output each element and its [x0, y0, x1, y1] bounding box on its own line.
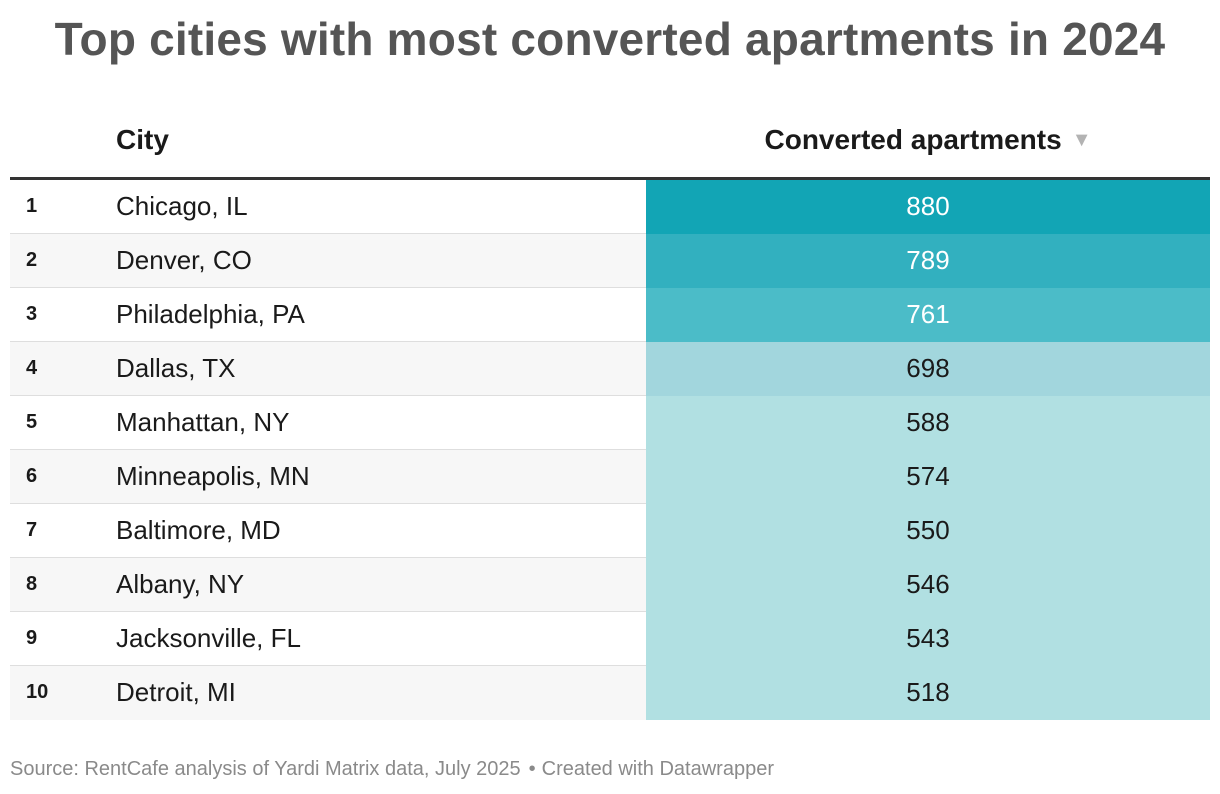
rank-cell: 6 [26, 465, 38, 487]
rank-cell: 7 [26, 519, 38, 541]
sort-descending-icon[interactable]: ▼ [1071, 129, 1092, 151]
column-header-converted-apartments-label: Converted apartments [764, 124, 1062, 155]
table-row: 8 Albany, NY 546 [10, 558, 1210, 612]
rank-cell: 4 [26, 357, 38, 379]
table-row: 6 Minneapolis, MN 574 [10, 450, 1210, 504]
table-row: 3 Philadelphia, PA 761 [10, 288, 1210, 342]
city-cell: Albany, NY [116, 569, 245, 599]
table-row: 5 Manhattan, NY 588 [10, 396, 1210, 450]
rank-cell: 2 [26, 249, 38, 271]
value-cell: 518 [646, 666, 1210, 720]
table-row: 4 Dallas, TX 698 [10, 342, 1210, 396]
rank-cell: 9 [26, 627, 38, 649]
rank-cell: 8 [26, 573, 38, 595]
value-cell: 698 [646, 342, 1210, 396]
value-cell: 543 [646, 612, 1210, 666]
chart-title: Top cities with most converted apartment… [54, 13, 1166, 65]
city-cell: Detroit, MI [116, 677, 236, 707]
table-header: City Converted apartments ▼ [10, 108, 1210, 180]
value-cell: 574 [646, 450, 1210, 504]
table-row: 2 Denver, CO 789 [10, 234, 1210, 288]
column-header-city[interactable]: City [116, 124, 169, 155]
column-header-converted-apartments[interactable]: Converted apartments ▼ [646, 124, 1210, 156]
value-cell: 880 [646, 180, 1210, 234]
city-cell: Manhattan, NY [116, 407, 290, 437]
value-cell: 588 [646, 396, 1210, 450]
value-cell: 789 [646, 234, 1210, 288]
city-cell: Dallas, TX [116, 353, 236, 383]
footer: Source: RentCafe analysis of Yardi Matri… [10, 758, 774, 781]
table-row: 10 Detroit, MI 518 [10, 666, 1210, 720]
rank-cell: 3 [26, 303, 38, 325]
city-cell: Chicago, IL [116, 191, 248, 221]
city-cell: Jacksonville, FL [116, 623, 301, 653]
city-cell: Philadelphia, PA [116, 299, 305, 329]
source-note: Source: RentCafe analysis of Yardi Matri… [10, 758, 521, 780]
data-table: City Converted apartments ▼ 1 Chicago, IL 8… [10, 108, 1210, 720]
table-row: 1 Chicago, IL 880 [10, 180, 1210, 234]
table-row: 7 Baltimore, MD 550 [10, 504, 1210, 558]
value-cell: 550 [646, 504, 1210, 558]
city-cell: Minneapolis, MN [116, 461, 310, 491]
rank-cell: 1 [26, 195, 38, 217]
value-cell: 761 [646, 288, 1210, 342]
city-cell: Baltimore, MD [116, 515, 281, 545]
table-body: 1 Chicago, IL 880 2 Denver, CO 789 3 Philadelph… [10, 180, 1210, 720]
rank-cell: 5 [26, 411, 38, 433]
city-cell: Denver, CO [116, 245, 252, 275]
table-row: 9 Jacksonville, FL 543 [10, 612, 1210, 666]
value-cell: 546 [646, 558, 1210, 612]
footer-separator: • [528, 758, 536, 780]
credit-link[interactable]: Created with Datawrapper [541, 758, 774, 780]
rank-cell: 10 [26, 681, 49, 703]
